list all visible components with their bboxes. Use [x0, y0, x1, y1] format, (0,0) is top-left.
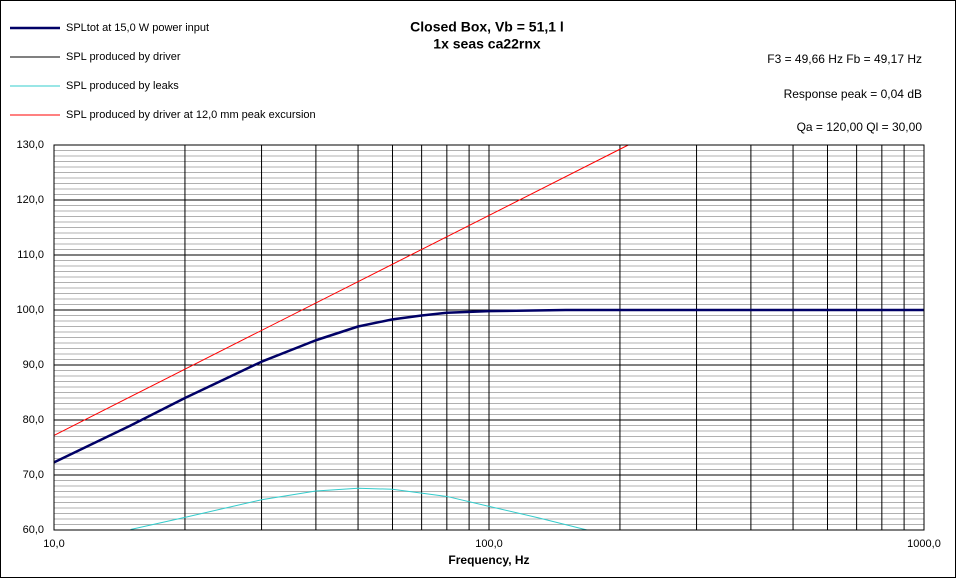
- x-tick-label: 1000,0: [907, 538, 941, 550]
- y-tick-label: 80,0: [23, 414, 44, 426]
- plot: [53, 144, 924, 531]
- y-tick-label: 130,0: [16, 139, 44, 151]
- chart-subtitle: 1x seas ca22rnx: [433, 36, 541, 52]
- legend-label: SPL produced by driver: [66, 51, 181, 63]
- grid: [53, 144, 925, 531]
- y-tick-label: 120,0: [16, 194, 44, 206]
- x-axis-title: Frequency, Hz: [448, 553, 529, 567]
- annotation: F3 = 49,66 Hz Fb = 49,17 Hz: [767, 52, 922, 66]
- line-series: [53, 144, 629, 436]
- legend-label: SPL produced by driver at 12,0 mm peak e…: [66, 109, 316, 121]
- plot-border: [53, 144, 925, 531]
- y-tick-label: 110,0: [17, 249, 44, 261]
- legend-label: SPL produced by leaks: [66, 80, 179, 92]
- annotation: Qa = 120,00 Ql = 30,00: [797, 120, 923, 134]
- line-series: [53, 308, 924, 464]
- chart-title: Closed Box, Vb = 51,1 l: [410, 19, 564, 35]
- y-tick-label: 90,0: [23, 359, 44, 371]
- annotation: Response peak = 0,04 dB: [784, 87, 922, 101]
- line-series: [130, 487, 588, 531]
- legend-label: SPLtot at 15,0 W power input: [66, 22, 209, 34]
- y-tick-label: 70,0: [23, 469, 44, 481]
- x-tick-label: 10,0: [43, 538, 64, 550]
- y-tick-label: 60,0: [23, 524, 44, 536]
- y-tick-label: 100,0: [16, 304, 44, 316]
- x-tick-label: 100,0: [475, 538, 503, 550]
